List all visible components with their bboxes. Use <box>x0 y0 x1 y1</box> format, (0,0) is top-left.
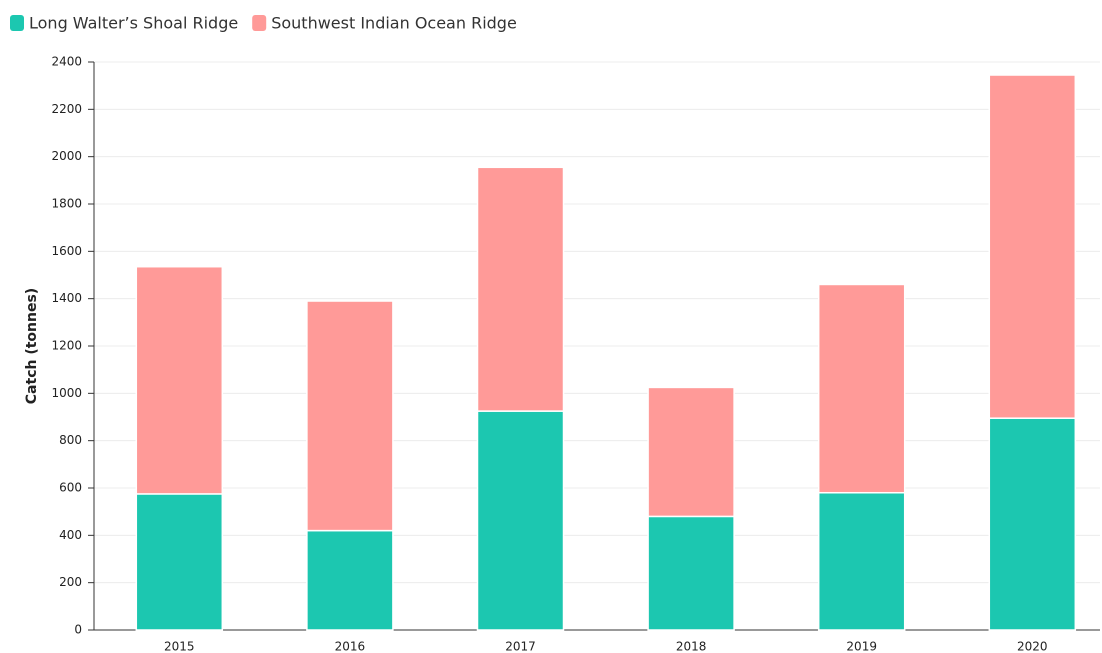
bar-segment <box>647 386 735 518</box>
y-tick-label: 2000 <box>51 149 82 163</box>
y-tick-label: 600 <box>59 481 82 495</box>
bar-segment <box>817 283 906 494</box>
legend-label: Southwest Indian Ocean Ridge <box>271 14 517 33</box>
bar-segment <box>135 493 224 631</box>
bar-segment <box>476 410 565 631</box>
y-tick-label: 1000 <box>51 386 82 400</box>
bar-segment <box>988 74 1077 419</box>
x-tick-label: 2015 <box>164 640 195 653</box>
y-tick-label: 800 <box>59 433 82 447</box>
y-tick-label: 1400 <box>51 291 82 305</box>
y-tick-label: 1600 <box>51 244 82 258</box>
y-tick-label: 1800 <box>51 197 82 211</box>
legend-swatch <box>10 15 24 31</box>
y-tick-label: 1200 <box>51 339 82 353</box>
bar-segment <box>135 265 224 495</box>
bar-segment <box>306 529 394 631</box>
y-tick-label: 2200 <box>51 102 82 116</box>
bar-segment <box>817 491 906 631</box>
bar-segment <box>988 417 1077 631</box>
legend-swatch <box>252 15 267 31</box>
x-tick-label: 2020 <box>1017 640 1048 653</box>
bar-segment <box>306 300 394 532</box>
x-tick-label: 2017 <box>505 640 536 653</box>
bar-segment <box>476 166 565 412</box>
legend-label: Long Walter’s Shoal Ridge <box>29 14 238 33</box>
bar-segment <box>647 515 735 631</box>
y-tick-label: 2400 <box>51 55 82 69</box>
x-tick-label: 2018 <box>676 640 707 653</box>
x-tick-label: 2016 <box>335 640 366 653</box>
x-tick-label: 2019 <box>846 640 877 653</box>
y-tick-label: 0 <box>74 623 82 637</box>
y-tick-label: 200 <box>59 575 82 589</box>
y-tick-label: 400 <box>59 528 82 542</box>
y-axis-title: Catch (tonnes) <box>24 288 40 404</box>
